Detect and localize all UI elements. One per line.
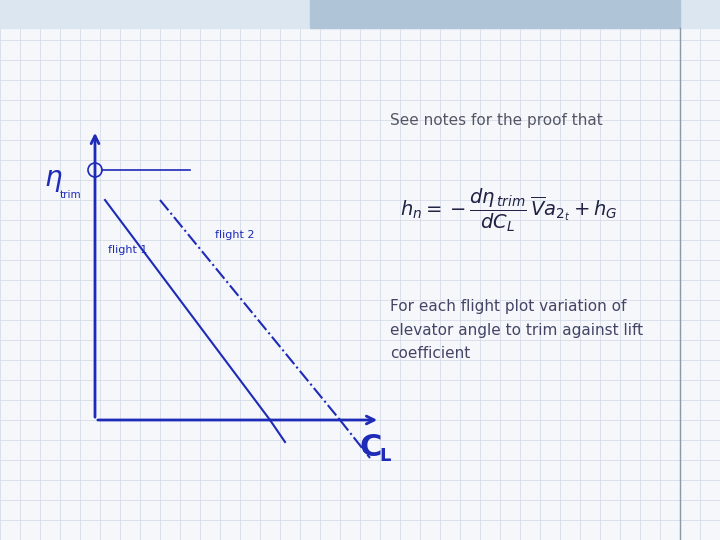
Text: See notes for the proof that: See notes for the proof that: [390, 112, 603, 127]
Text: $\mathbf{C}$: $\mathbf{C}$: [359, 434, 381, 462]
Text: $\mathbf{L}$: $\mathbf{L}$: [379, 447, 392, 465]
Text: trim: trim: [60, 190, 82, 200]
Text: For each flight plot variation of
elevator angle to trim against lift
coefficien: For each flight plot variation of elevat…: [390, 299, 643, 361]
Text: flight 2: flight 2: [215, 230, 254, 240]
Text: $\eta$: $\eta$: [44, 166, 63, 193]
Text: flight 1: flight 1: [108, 245, 148, 255]
Text: $h_n = -\dfrac{d\eta_{\,trim}}{dC_L}\,\overline{V}a_{2_t} + h_G$: $h_n = -\dfrac{d\eta_{\,trim}}{dC_L}\,\o…: [400, 186, 618, 234]
